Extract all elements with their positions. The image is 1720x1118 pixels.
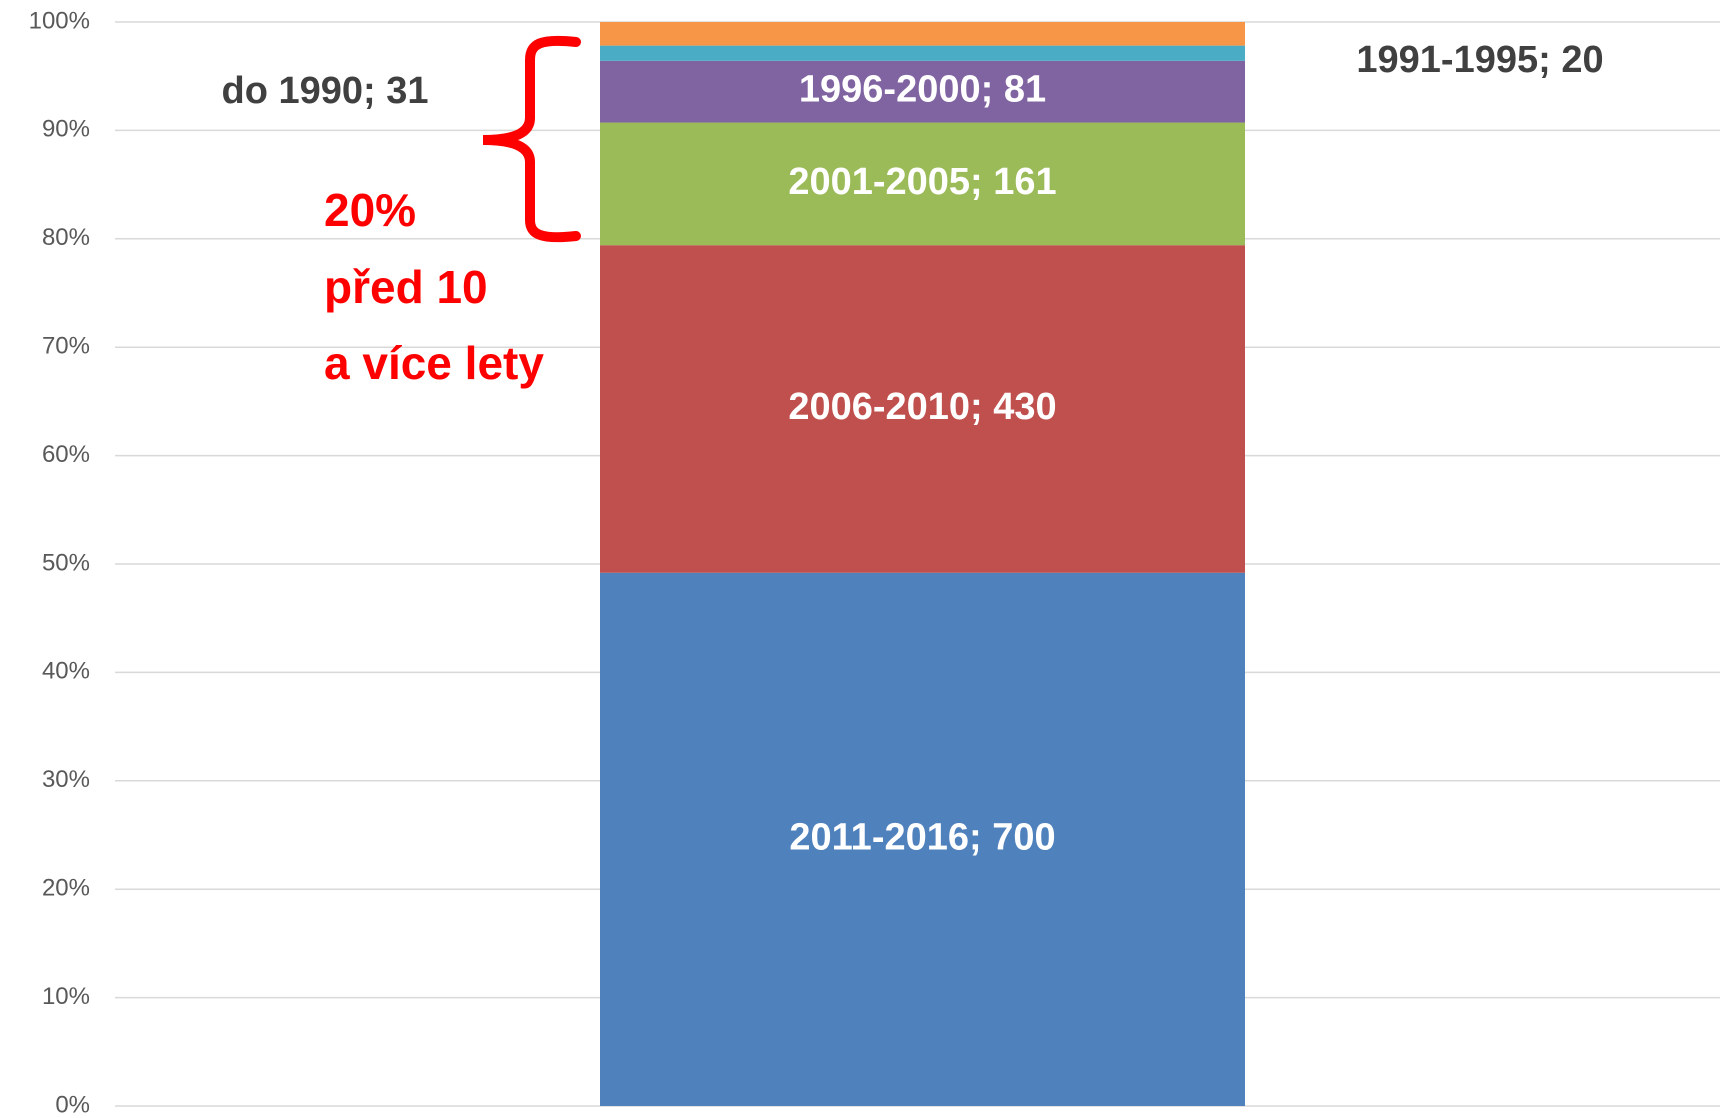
y-tick-label: 10%: [42, 983, 90, 1010]
data-label: 2001-2005; 161: [788, 161, 1056, 203]
y-tick-label: 60%: [42, 441, 90, 468]
y-tick-label: 20%: [42, 875, 90, 902]
y-tick-label: 90%: [42, 116, 90, 143]
data-label: 1996-2000; 81: [799, 69, 1046, 111]
bar-segment: [600, 122, 1245, 246]
bar-segment: [600, 22, 1245, 46]
bar-segment: [600, 45, 1245, 61]
data-label: 1991-1995; 20: [1356, 39, 1603, 81]
bar-segment: [600, 60, 1245, 123]
y-tick-label: 70%: [42, 333, 90, 360]
annotation: 20%: [324, 184, 416, 236]
y-tick-label: 100%: [29, 7, 90, 34]
data-label: 2006-2010; 430: [788, 386, 1056, 428]
annotation: před 10: [324, 261, 488, 313]
data-label: do 1990; 31: [222, 70, 429, 112]
bar-segment: [600, 245, 1245, 573]
y-tick-label: 40%: [42, 658, 90, 685]
y-tick-label: 80%: [42, 224, 90, 251]
brace: [482, 35, 581, 243]
y-tick-label: 50%: [42, 549, 90, 576]
data-label: 2011-2016; 700: [789, 816, 1055, 858]
y-tick-label: 0%: [55, 1091, 90, 1118]
annotation: a více lety: [324, 337, 544, 389]
bar-segment: [600, 572, 1245, 1106]
y-tick-label: 30%: [42, 766, 90, 793]
